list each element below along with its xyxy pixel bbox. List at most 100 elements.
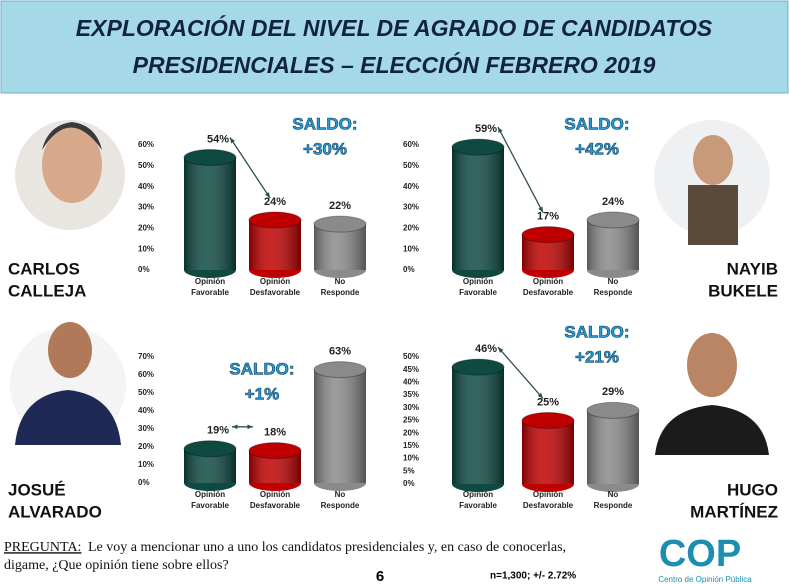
bar-shade — [452, 367, 504, 484]
value-label: 19% — [207, 425, 229, 437]
y-tick-label: 60% — [403, 140, 419, 149]
sample-note: n=1,300; +/- 2.72% — [490, 571, 576, 582]
y-tick-label: 40% — [403, 378, 419, 387]
arrow-head — [247, 424, 253, 430]
x-tick-label: No Responde — [321, 277, 360, 297]
candidate-name: ALVARADO — [8, 502, 102, 521]
y-tick-label: 50% — [403, 161, 419, 170]
arrow-head — [265, 192, 270, 198]
saldo-arrow — [229, 137, 271, 199]
y-tick-label: 50% — [403, 352, 419, 361]
x-tick-label: Opinión Desfavorable — [250, 490, 301, 510]
x-tick-label: Opinión Desfavorable — [250, 277, 301, 297]
x-tick-label: Opinión Favorable — [191, 490, 229, 510]
y-tick-label: 35% — [403, 390, 419, 399]
y-tick-label: 20% — [138, 442, 154, 451]
value-label: 63% — [329, 346, 351, 358]
x-tick-label: Opinión Desfavorable — [523, 490, 574, 510]
saldo-label: SALDO: — [292, 114, 357, 133]
value-label: 18% — [264, 427, 286, 439]
saldo-arrow — [497, 346, 544, 399]
bar-top — [183, 440, 237, 458]
bar-top — [521, 412, 575, 429]
bar-top — [313, 361, 367, 379]
page-number: 6 — [376, 568, 384, 584]
y-tick-label: 0% — [403, 265, 415, 274]
logo: COP — [659, 533, 741, 575]
value-label: 17% — [537, 210, 559, 222]
question-label: PREGUNTA: — [4, 540, 81, 555]
candidate-name: BUKELE — [708, 281, 778, 300]
bar-shade — [314, 369, 366, 483]
photos — [10, 120, 770, 455]
y-tick-label: 60% — [138, 140, 154, 149]
saldo-value: +30% — [303, 139, 347, 158]
bar-top — [451, 358, 505, 376]
x-tick-label: No Responde — [594, 490, 633, 510]
y-tick-label: 40% — [138, 182, 154, 191]
arrow-head — [538, 206, 543, 213]
y-tick-label: 30% — [138, 424, 154, 433]
bar-top — [451, 138, 505, 156]
saldo-label: SALDO: — [564, 322, 629, 341]
y-tick-label: 10% — [138, 460, 154, 469]
x-tick-label: Opinión Favorable — [459, 277, 497, 297]
y-tick-label: 30% — [403, 403, 419, 412]
bar-shade — [587, 410, 639, 484]
question: digame, ¿Que opinión tiene sobre ellos? — [4, 558, 229, 573]
y-tick-label: 0% — [403, 479, 415, 488]
y-tick-label: 10% — [138, 244, 154, 253]
bar-shade — [452, 147, 504, 270]
arrow-head — [498, 347, 504, 353]
bar-top — [586, 401, 640, 419]
saldo-value: +42% — [575, 139, 619, 158]
arrow-head — [537, 392, 543, 399]
y-tick-label: 40% — [403, 182, 419, 191]
arrow-head — [232, 424, 238, 430]
bar-shade — [522, 420, 574, 484]
saldo-label: SALDO: — [229, 359, 294, 378]
value-label: 24% — [602, 196, 624, 208]
y-tick-label: 5% — [403, 466, 415, 475]
title-line: PRESIDENCIALES – ELECCIÓN FEBRERO 2019 — [133, 51, 656, 78]
saldo-arrow — [497, 126, 544, 213]
value-label: 29% — [602, 386, 624, 398]
x-tick-label: No Responde — [321, 490, 360, 510]
logo-caption: Centro de Opinión Pública — [658, 575, 752, 584]
bar-shade — [587, 220, 639, 270]
value-label: 22% — [329, 200, 351, 212]
y-tick-label: 10% — [403, 244, 419, 253]
candidate-name: CARLOS — [8, 259, 80, 278]
x-tick-label: Opinión Favorable — [191, 277, 229, 297]
value-label: 46% — [475, 343, 497, 355]
y-tick-label: 50% — [138, 161, 154, 170]
x-tick-label: Opinión Desfavorable — [523, 277, 574, 297]
y-tick-label: 20% — [138, 223, 154, 232]
candidate-name: JOSUÉ — [8, 480, 66, 499]
y-tick-label: 20% — [403, 223, 419, 232]
value-label: 24% — [264, 196, 286, 208]
y-tick-label: 30% — [138, 203, 154, 212]
candidate-name: CALLEJA — [8, 281, 86, 300]
saldo-value: +21% — [575, 347, 619, 366]
bar-top — [183, 149, 237, 166]
arrow-head — [498, 127, 503, 134]
bar-top — [586, 211, 640, 229]
bar-top — [248, 211, 302, 229]
y-tick-label: 60% — [138, 370, 154, 379]
saldo-value: +1% — [245, 384, 280, 403]
x-tick-label: No Responde — [594, 277, 633, 297]
y-tick-label: 0% — [138, 478, 150, 487]
bar-shade — [184, 157, 236, 270]
title-line: EXPLORACIÓN DEL NIVEL DE AGRADO DE CANDI… — [76, 14, 713, 41]
candidate-name: MARTÍNEZ — [690, 502, 778, 521]
bar-top — [248, 442, 302, 460]
y-tick-label: 15% — [403, 441, 419, 450]
arrow-head — [230, 137, 235, 144]
question: Le voy a mencionar uno a uno los candida… — [88, 540, 566, 555]
saldo-label: SALDO: — [564, 114, 629, 133]
y-tick-label: 0% — [138, 265, 150, 274]
y-tick-label: 40% — [138, 406, 154, 415]
candidate-name: HUGO — [727, 480, 778, 499]
